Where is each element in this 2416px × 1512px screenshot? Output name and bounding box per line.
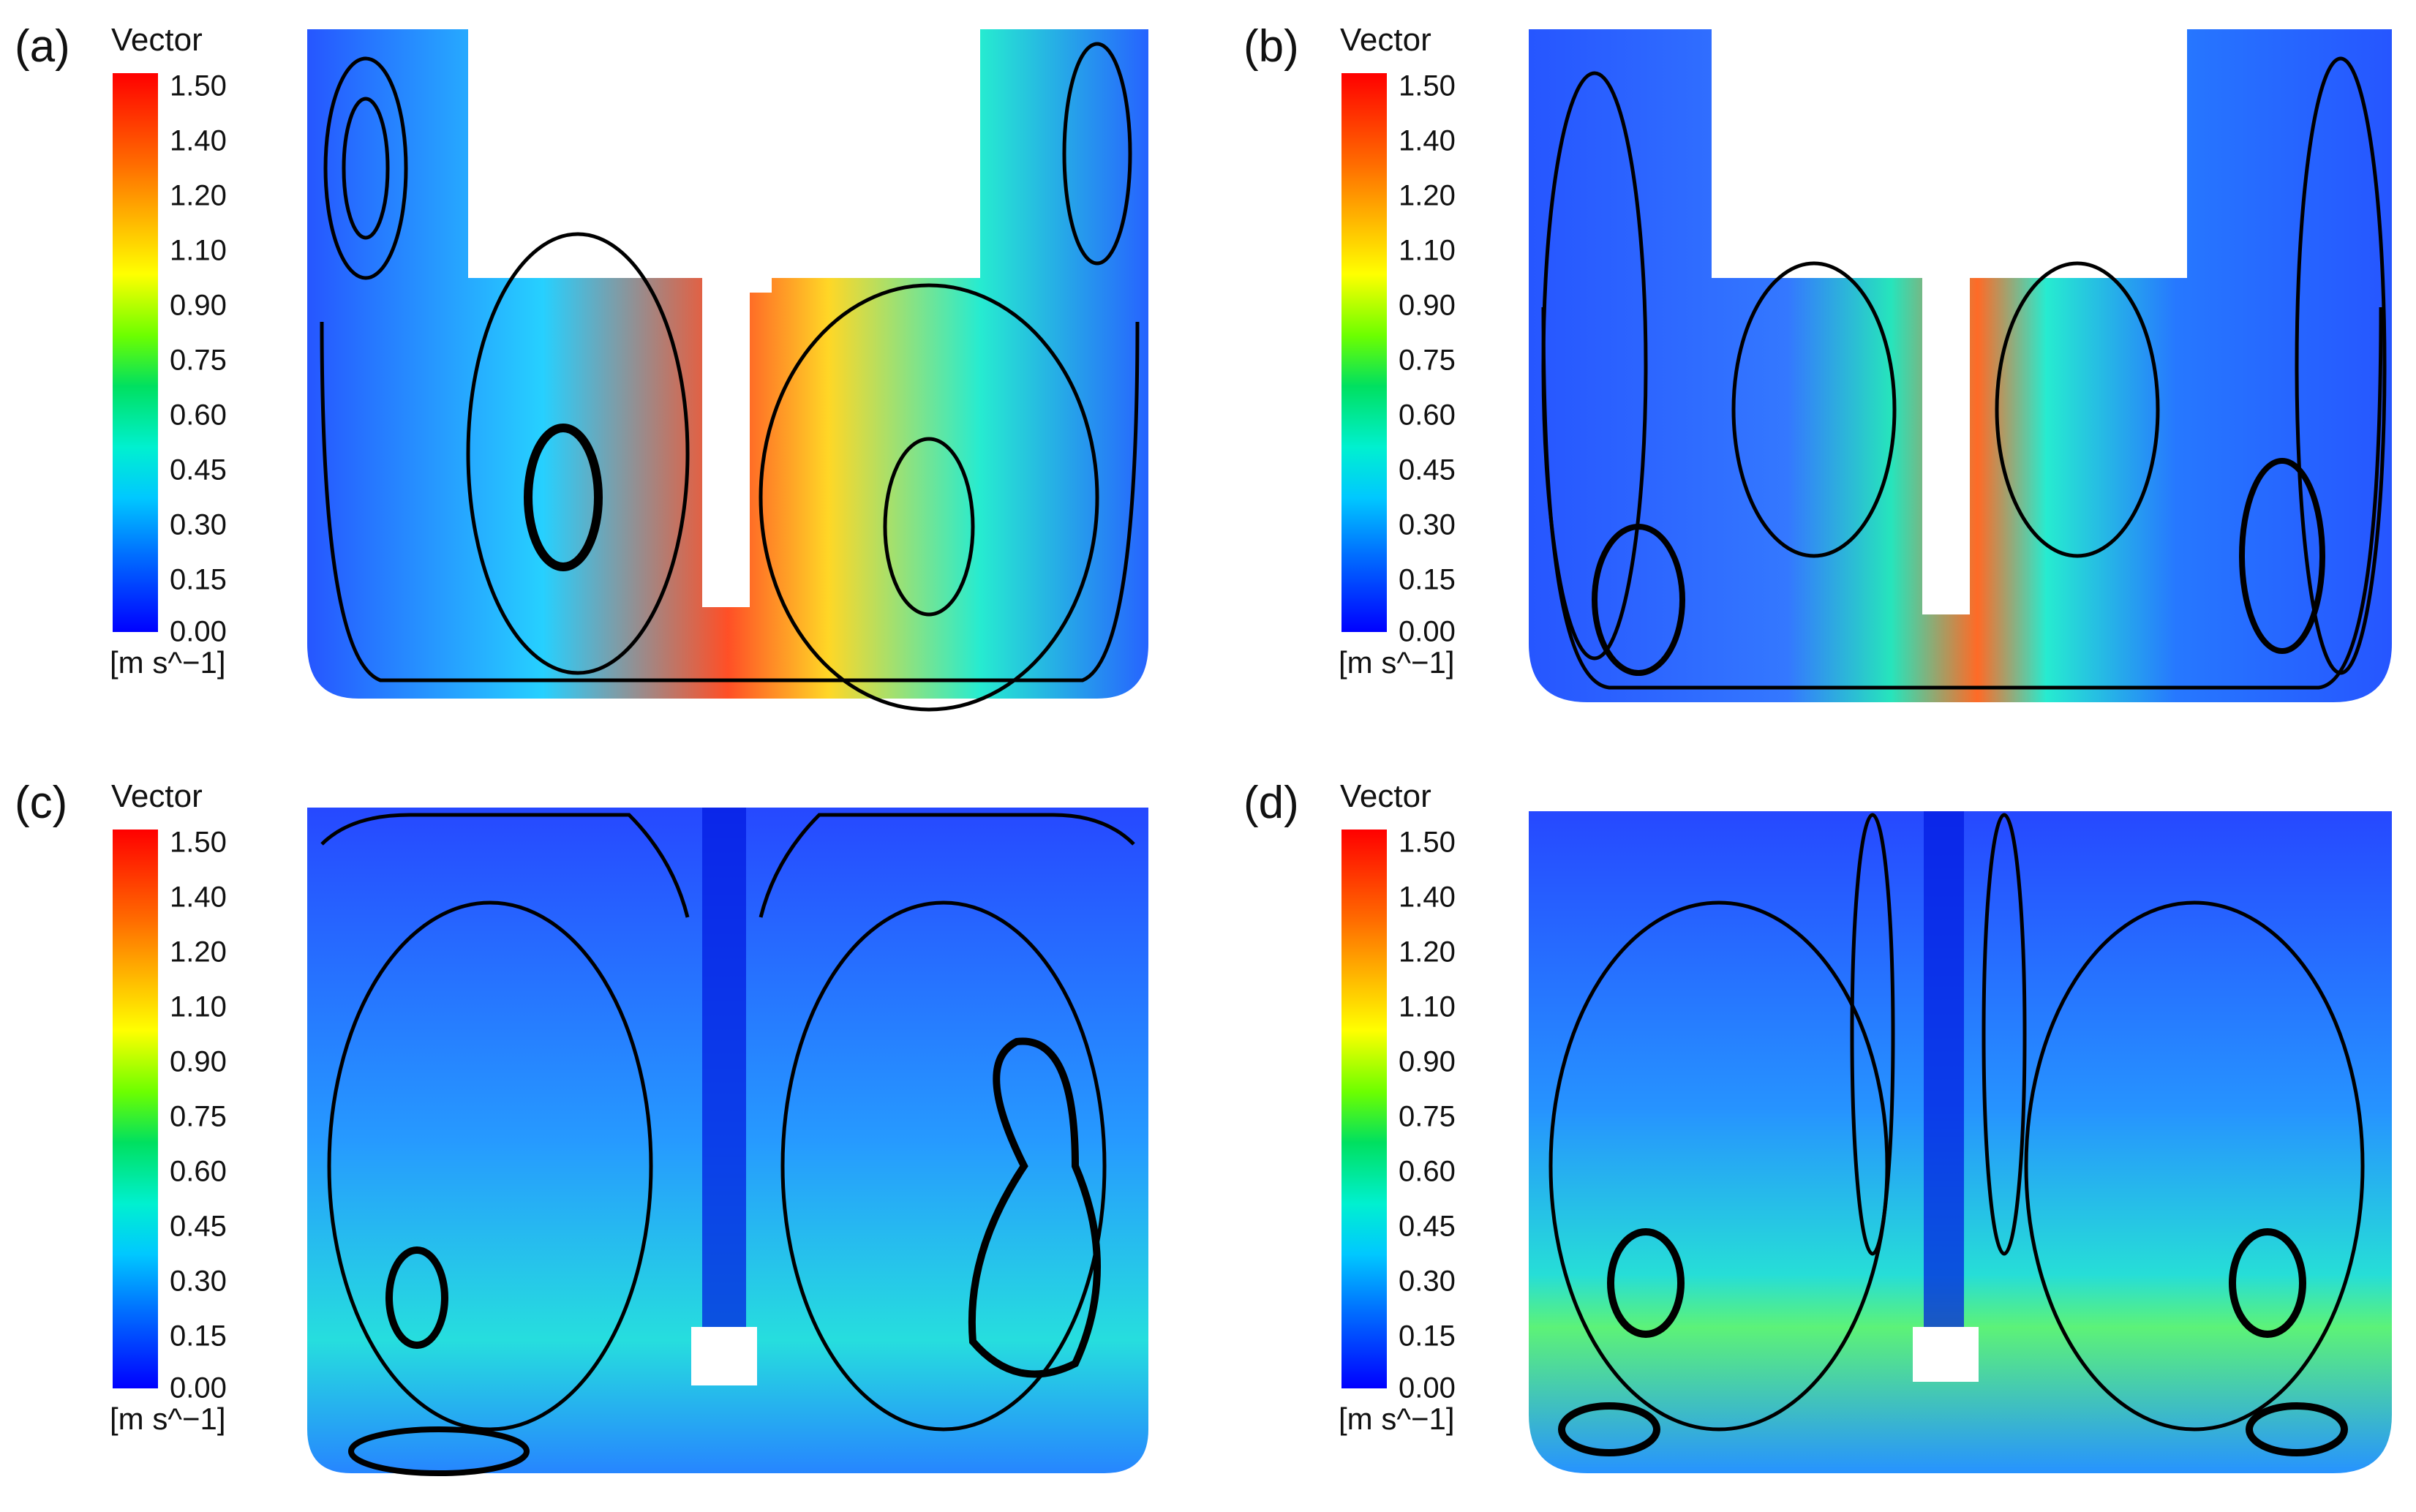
vortex	[342, 97, 390, 240]
colorbar-tick: 0.90	[170, 1045, 227, 1078]
colorbar-tick: 0.00	[1399, 1372, 1456, 1404]
vortex	[2024, 900, 2365, 1432]
colorbar	[1341, 830, 1387, 1388]
vortex	[385, 1246, 448, 1349]
panel-d: (d) Vector 1.50 1.40 1.20 1.10 0.90 0.75…	[1229, 756, 2416, 1512]
vortex	[1607, 1228, 1685, 1338]
colorbar-tick: 1.10	[1399, 234, 1456, 267]
vortex	[2239, 458, 2325, 654]
legend-title: Vector	[1340, 22, 1431, 58]
colorbar-tick: 1.10	[170, 990, 227, 1023]
colorbar-tick: 0.15	[170, 1320, 227, 1353]
vortex	[323, 56, 408, 280]
panel-label: (b)	[1243, 21, 1299, 72]
vortex	[759, 283, 1099, 712]
flow-field	[307, 29, 1148, 712]
panel-c: (c) Vector 1.50 1.40 1.20 1.10 0.90 0.75…	[0, 756, 1208, 1512]
colorbar-tick: 0.15	[1399, 1320, 1456, 1353]
vortex	[2246, 1402, 2348, 1456]
colorbar-tick: 0.30	[170, 508, 227, 541]
vortex	[466, 232, 690, 675]
vortex	[780, 900, 1107, 1432]
panel-label: (d)	[1243, 778, 1299, 828]
legend-title: Vector	[1340, 778, 1431, 814]
colorbar-tick: 1.40	[170, 881, 227, 914]
colorbar-tick: 0.75	[1399, 344, 1456, 377]
colorbar-tick: 0.75	[1399, 1100, 1456, 1133]
unit-label: [m s^−1]	[110, 645, 226, 680]
vortex	[1982, 813, 2027, 1256]
colorbar	[1341, 73, 1387, 632]
vortex	[1850, 813, 1895, 1256]
colorbar-tick: 0.00	[1399, 615, 1456, 648]
colorbar-tick: 1.40	[1399, 124, 1456, 157]
colorbar-tick: 0.30	[1399, 508, 1456, 541]
colorbar-tick: 1.20	[1399, 179, 1456, 212]
colorbar-tick: 0.60	[1399, 399, 1456, 432]
colorbar-tick: 0.15	[1399, 563, 1456, 596]
flow-field	[1529, 811, 2392, 1473]
colorbar	[113, 830, 158, 1388]
streamline	[759, 813, 1135, 918]
vortex	[524, 424, 603, 571]
colorbar-tick: 1.20	[170, 936, 227, 968]
legend-title: Vector	[111, 22, 203, 58]
streamline	[320, 813, 690, 918]
colorbar-tick: 1.10	[1399, 990, 1456, 1023]
vortex	[1995, 261, 2160, 558]
colorbar-tick: 0.45	[170, 1210, 227, 1243]
colorbar-tick: 1.20	[1399, 936, 1456, 968]
colorbar-tick: 0.75	[170, 1100, 227, 1133]
colorbar-tick: 1.50	[1399, 826, 1456, 859]
colorbar-tick: 0.45	[170, 454, 227, 486]
colorbar-tick: 1.40	[170, 124, 227, 157]
unit-label: [m s^−1]	[1339, 645, 1455, 680]
colorbar-tick: 0.45	[1399, 454, 1456, 486]
vortex	[1558, 1402, 1660, 1456]
vortex	[2229, 1228, 2306, 1338]
colorbar-tick: 0.90	[1399, 1045, 1456, 1078]
vortex	[968, 1037, 1101, 1378]
colorbar-tick: 0.30	[1399, 1265, 1456, 1298]
colorbar-tick: 1.50	[170, 826, 227, 859]
flow-field	[1529, 29, 2392, 702]
panel-a: (a) Vector 1.50 1.40 1.20 1.10 0.90 0.75…	[0, 0, 1208, 756]
colorbar-tick: 0.15	[170, 563, 227, 596]
flow-field	[307, 808, 1148, 1476]
colorbar-tick: 1.10	[170, 234, 227, 267]
vortex	[883, 437, 975, 617]
unit-label: [m s^−1]	[110, 1402, 226, 1436]
colorbar-tick: 1.50	[1399, 69, 1456, 102]
panel-label: (c)	[15, 778, 68, 828]
panel-b: (b) Vector 1.50 1.40 1.20 1.10 0.90 0.75…	[1229, 0, 2416, 756]
colorbar-tick: 0.45	[1399, 1210, 1456, 1243]
colorbar-tick: 0.60	[170, 399, 227, 432]
vortex	[327, 900, 653, 1432]
unit-label: [m s^−1]	[1339, 1402, 1455, 1436]
colorbar-tick: 0.00	[170, 615, 227, 648]
colorbar-tick: 1.20	[170, 179, 227, 212]
colorbar-tick: 1.40	[1399, 881, 1456, 914]
colorbar-tick: 0.90	[1399, 289, 1456, 322]
vortex	[1062, 42, 1132, 266]
colorbar-tick: 1.50	[170, 69, 227, 102]
colorbar	[113, 73, 158, 632]
colorbar-tick: 0.00	[170, 1372, 227, 1404]
streamline	[320, 321, 1140, 682]
vortex	[348, 1426, 530, 1476]
panel-label: (a)	[15, 21, 70, 72]
legend-title: Vector	[111, 778, 203, 814]
colorbar-tick: 0.60	[170, 1155, 227, 1188]
streamline	[1541, 306, 2383, 690]
colorbar-tick: 0.30	[170, 1265, 227, 1298]
vortex	[1731, 261, 1897, 558]
colorbar-tick: 0.75	[170, 344, 227, 377]
colorbar-tick: 0.60	[1399, 1155, 1456, 1188]
colorbar-tick: 0.90	[170, 289, 227, 322]
vortex	[1592, 524, 1685, 676]
